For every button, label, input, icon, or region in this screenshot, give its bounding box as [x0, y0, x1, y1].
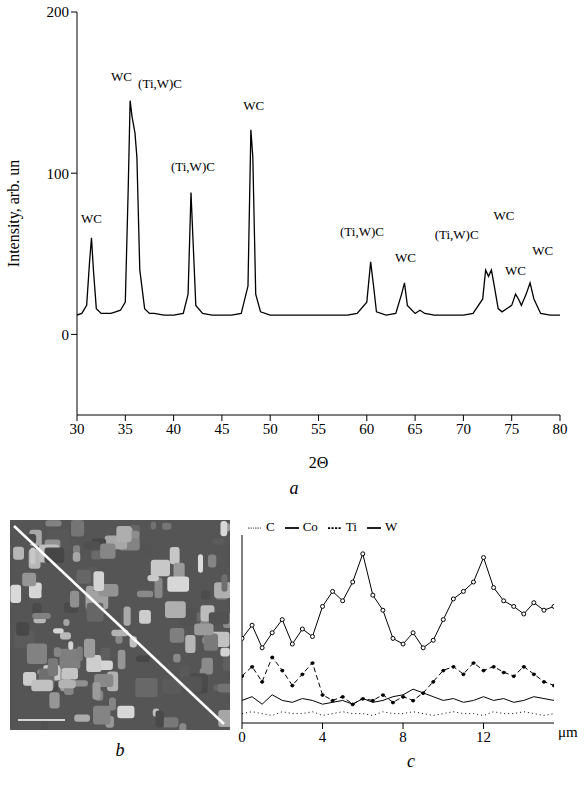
svg-text:WC: WC: [532, 243, 553, 258]
svg-text:60: 60: [359, 421, 374, 437]
svg-text:Intensity, arb. un: Intensity, arb. un: [5, 160, 23, 267]
svg-text:WC: WC: [493, 208, 514, 223]
svg-text:12: 12: [476, 729, 491, 745]
svg-text:2Θ: 2Θ: [309, 454, 329, 471]
svg-text:(Ti,W)C: (Ti,W)C: [138, 76, 182, 91]
svg-text:8: 8: [399, 729, 407, 745]
svg-text:75: 75: [504, 421, 519, 437]
svg-text:65: 65: [408, 421, 423, 437]
svg-text:80: 80: [553, 421, 568, 437]
html-text:a: a: [289, 478, 299, 498]
html-text:b: b: [115, 740, 125, 760]
svg-text:30: 30: [70, 421, 85, 437]
html-text:Ti: Ti: [345, 519, 357, 534]
svg-text:45: 45: [214, 421, 229, 437]
svg-text:40: 40: [166, 421, 181, 437]
svg-text:70: 70: [456, 421, 471, 437]
svg-text:(Ti,W)C: (Ti,W)C: [435, 227, 479, 242]
svg-text:(Ti,W)C: (Ti,W)C: [171, 159, 215, 174]
svg-text:0: 0: [238, 729, 246, 745]
svg-text:50: 50: [263, 421, 278, 437]
svg-text:WC: WC: [505, 263, 526, 278]
html-text:Co: Co: [302, 519, 318, 534]
svg-text:WC: WC: [81, 211, 102, 226]
svg-text:4: 4: [319, 729, 327, 745]
svg-text:WC: WC: [395, 250, 416, 265]
svg-text:100: 100: [47, 166, 70, 182]
html-text:W: W: [385, 519, 398, 534]
svg-text:55: 55: [311, 421, 326, 437]
svg-text:WC: WC: [111, 69, 132, 84]
svg-text:0: 0: [62, 327, 70, 343]
svg-text:200: 200: [47, 4, 70, 20]
svg-text:WC: WC: [243, 98, 264, 113]
svg-text:35: 35: [118, 421, 133, 437]
html-text:c: c: [407, 751, 415, 771]
html-text:C: C: [266, 519, 275, 534]
svg-text:(Ti,W)C: (Ti,W)C: [340, 224, 384, 239]
svg-text:μm: μm: [558, 724, 578, 740]
